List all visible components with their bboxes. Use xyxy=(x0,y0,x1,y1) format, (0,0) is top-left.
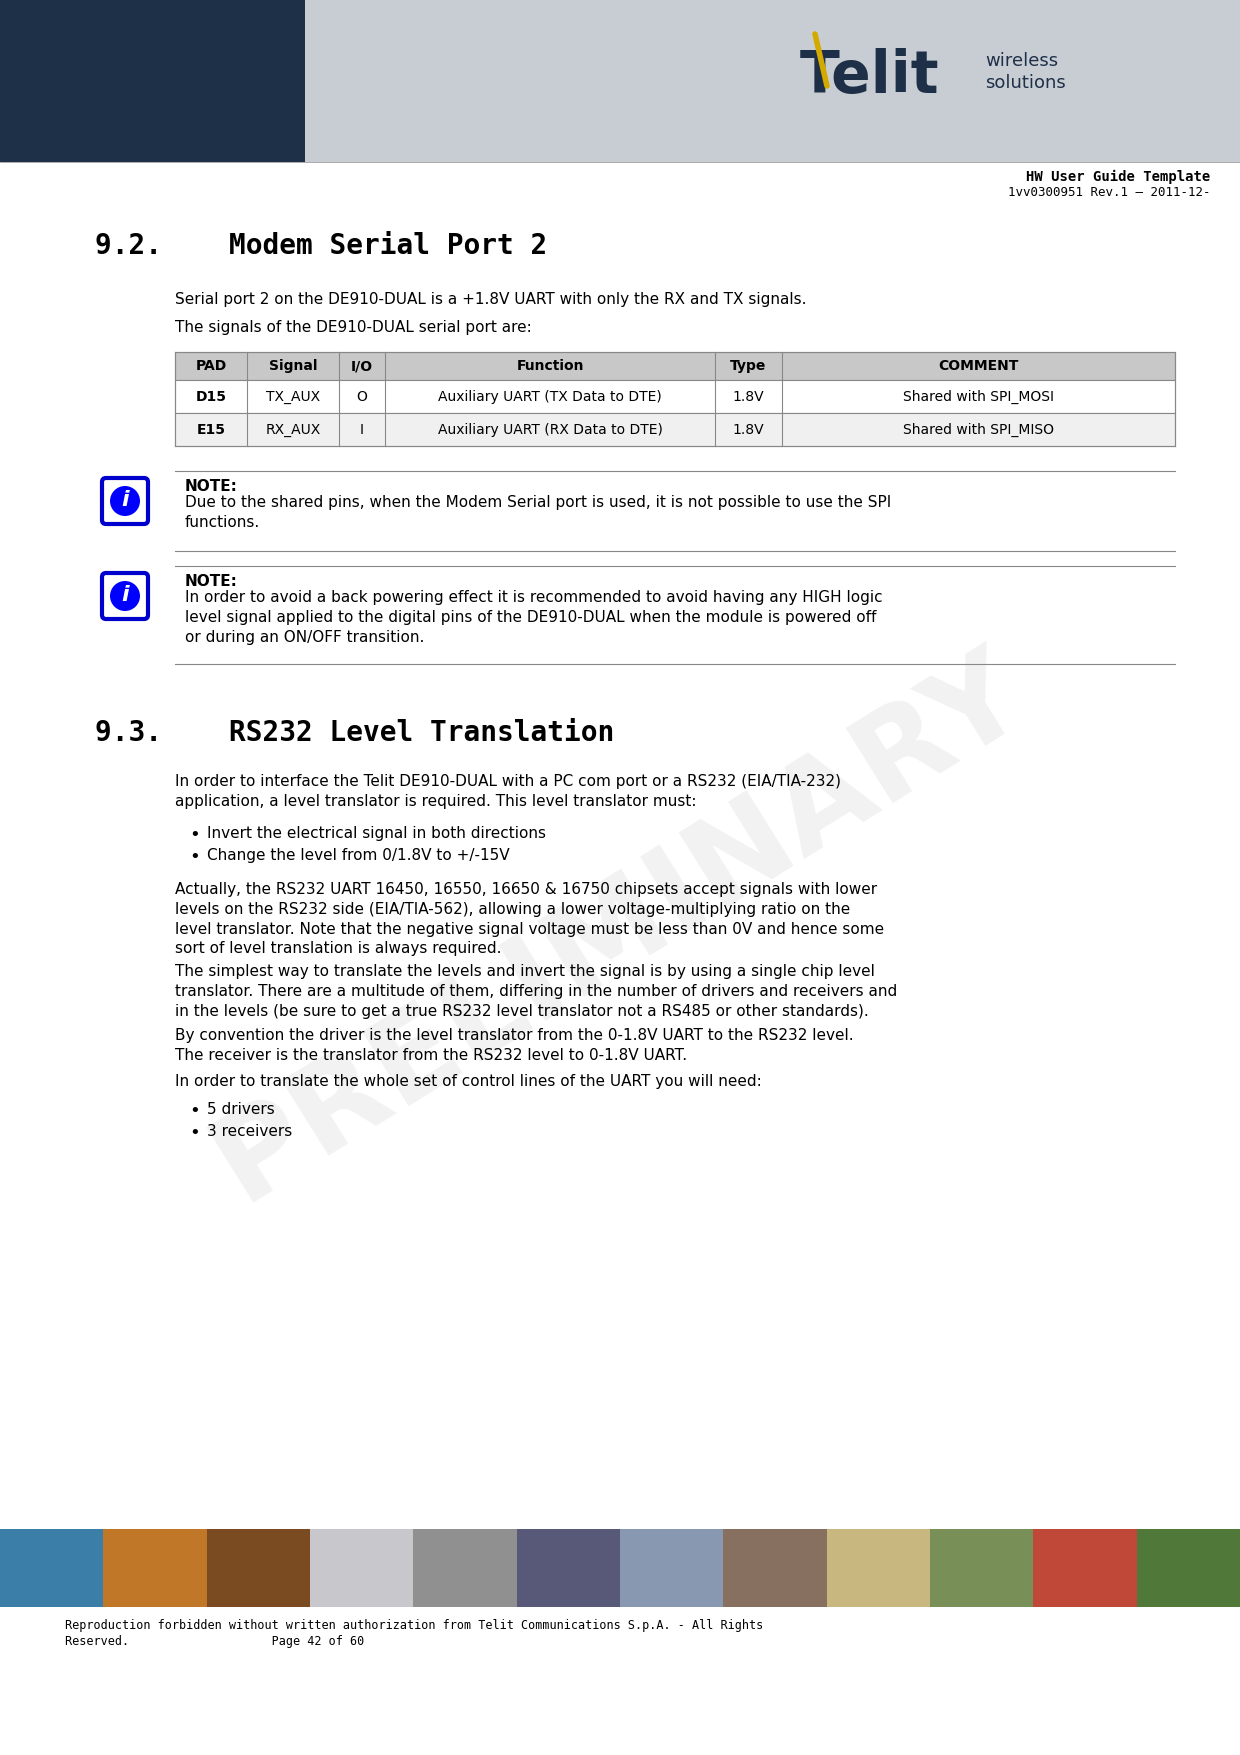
Text: •: • xyxy=(190,1123,201,1143)
Bar xyxy=(0,1529,103,1608)
Bar xyxy=(305,0,1240,161)
Text: Shared with SPI_MOSI: Shared with SPI_MOSI xyxy=(903,390,1054,404)
Text: Reserved.                    Page 42 of 60: Reserved. Page 42 of 60 xyxy=(64,1636,365,1648)
Text: RX_AUX: RX_AUX xyxy=(265,423,321,437)
Text: HW User Guide Template: HW User Guide Template xyxy=(1025,170,1210,184)
Text: In order to avoid a back powering effect it is recommended to avoid having any H: In order to avoid a back powering effect… xyxy=(185,590,883,644)
Text: In order to translate the whole set of control lines of the UART you will need:: In order to translate the whole set of c… xyxy=(175,1074,761,1090)
Text: i: i xyxy=(122,490,129,511)
Text: PAD: PAD xyxy=(196,360,227,374)
Text: NOTE:: NOTE: xyxy=(185,574,238,590)
Bar xyxy=(207,1529,310,1608)
Text: I: I xyxy=(360,423,365,437)
Bar xyxy=(827,1529,930,1608)
Text: Actually, the RS232 UART 16450, 16550, 16650 & 16750 chipsets accept signals wit: Actually, the RS232 UART 16450, 16550, 1… xyxy=(175,883,884,956)
Text: i: i xyxy=(122,584,129,605)
Text: O: O xyxy=(357,390,367,404)
Text: PRELIMINARY: PRELIMINARY xyxy=(195,632,1045,1223)
Bar xyxy=(1033,1529,1137,1608)
Text: 9.3.    RS232 Level Translation: 9.3. RS232 Level Translation xyxy=(95,720,614,748)
Circle shape xyxy=(110,581,140,611)
Bar xyxy=(310,1529,413,1608)
Text: COMMENT: COMMENT xyxy=(939,360,1019,374)
Text: Signal: Signal xyxy=(269,360,317,374)
Text: By convention the driver is the level translator from the 0-1.8V UART to the RS2: By convention the driver is the level tr… xyxy=(175,1028,853,1064)
Bar xyxy=(175,412,1176,446)
Text: Due to the shared pins, when the Modem Serial port is used, it is not possible t: Due to the shared pins, when the Modem S… xyxy=(185,495,892,530)
FancyBboxPatch shape xyxy=(102,572,148,620)
Text: 5 drivers: 5 drivers xyxy=(207,1102,275,1116)
Text: 3 receivers: 3 receivers xyxy=(207,1123,293,1139)
Text: In order to interface the Telit DE910-DUAL with a PC com port or a RS232 (EIA/TI: In order to interface the Telit DE910-DU… xyxy=(175,774,841,809)
Bar xyxy=(620,1529,723,1608)
Text: Reproduction forbidden without written authorization from Telit Communications S: Reproduction forbidden without written a… xyxy=(64,1620,764,1632)
Text: Change the level from 0/1.8V to +/-15V: Change the level from 0/1.8V to +/-15V xyxy=(207,848,510,863)
Text: 1vv0300951 Rev.1 – 2011-12-: 1vv0300951 Rev.1 – 2011-12- xyxy=(1007,186,1210,198)
Text: •: • xyxy=(190,827,201,844)
Bar xyxy=(1137,1529,1240,1608)
Text: 1.8V: 1.8V xyxy=(733,390,764,404)
Text: Shared with SPI_MISO: Shared with SPI_MISO xyxy=(903,423,1054,437)
Text: 9.2.    Modem Serial Port 2: 9.2. Modem Serial Port 2 xyxy=(95,232,547,260)
Text: Function: Function xyxy=(516,360,584,374)
Bar xyxy=(930,1529,1033,1608)
Bar xyxy=(175,381,1176,412)
Text: I/O: I/O xyxy=(351,360,373,374)
FancyBboxPatch shape xyxy=(102,477,148,525)
Bar xyxy=(175,353,1176,381)
Text: The signals of the DE910-DUAL serial port are:: The signals of the DE910-DUAL serial por… xyxy=(175,319,532,335)
Bar xyxy=(175,353,1176,381)
Text: E15: E15 xyxy=(196,423,226,437)
Bar xyxy=(0,0,305,161)
Bar xyxy=(103,1529,207,1608)
Bar xyxy=(723,1529,827,1608)
Bar xyxy=(175,412,1176,446)
Text: Auxiliary UART (TX Data to DTE): Auxiliary UART (TX Data to DTE) xyxy=(438,390,662,404)
Text: Telit: Telit xyxy=(800,47,940,105)
Text: D15: D15 xyxy=(196,390,227,404)
Text: Serial port 2 on the DE910-DUAL is a +1.8V UART with only the RX and TX signals.: Serial port 2 on the DE910-DUAL is a +1.… xyxy=(175,291,806,307)
Text: Auxiliary UART (RX Data to DTE): Auxiliary UART (RX Data to DTE) xyxy=(438,423,662,437)
Text: The simplest way to translate the levels and invert the signal is by using a sin: The simplest way to translate the levels… xyxy=(175,963,898,1018)
Text: Type: Type xyxy=(730,360,766,374)
Bar xyxy=(175,381,1176,412)
Bar xyxy=(517,1529,620,1608)
Text: •: • xyxy=(190,848,201,865)
Text: wireless
solutions: wireless solutions xyxy=(985,53,1065,91)
Bar xyxy=(413,1529,517,1608)
Text: NOTE:: NOTE: xyxy=(185,479,238,493)
Text: 1.8V: 1.8V xyxy=(733,423,764,437)
Text: •: • xyxy=(190,1102,201,1120)
Text: TX_AUX: TX_AUX xyxy=(265,390,320,404)
Circle shape xyxy=(110,486,140,516)
Text: Invert the electrical signal in both directions: Invert the electrical signal in both dir… xyxy=(207,827,546,841)
